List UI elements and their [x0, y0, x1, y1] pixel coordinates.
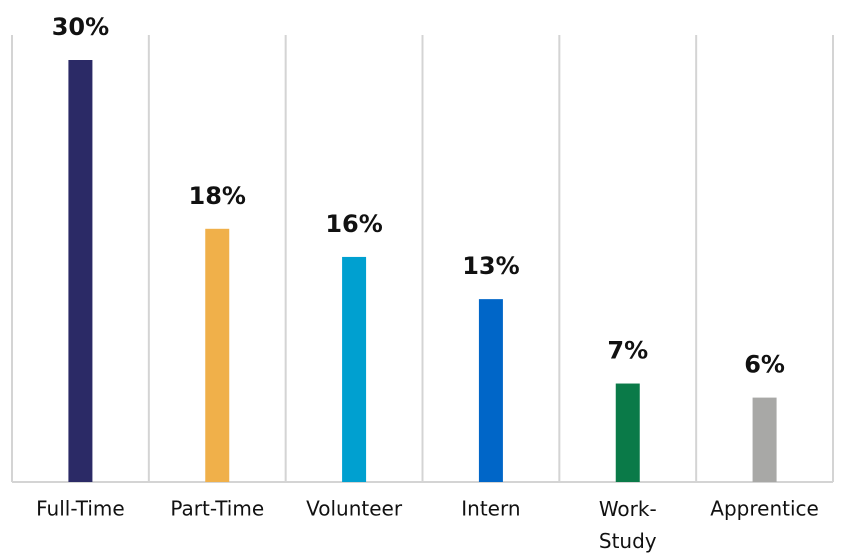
x-tick-label: Work-Study [599, 497, 657, 553]
bar [342, 256, 367, 482]
data-label: 7% [607, 337, 648, 365]
bar [68, 60, 93, 482]
x-tick-label: Full-Time [36, 497, 125, 521]
bar [752, 397, 777, 482]
x-tick-label: Intern [461, 497, 520, 521]
x-tick-label: Volunteer [306, 497, 403, 521]
bar [478, 299, 503, 482]
data-label: 13% [462, 252, 519, 280]
x-tick-label: Apprentice [710, 497, 819, 521]
x-tick-label: Part-Time [170, 497, 264, 521]
data-label: 6% [744, 351, 785, 379]
bar [615, 383, 640, 482]
bar [205, 228, 230, 482]
data-label: 18% [189, 182, 246, 210]
data-label: 30% [52, 13, 109, 41]
data-label: 16% [325, 210, 382, 238]
